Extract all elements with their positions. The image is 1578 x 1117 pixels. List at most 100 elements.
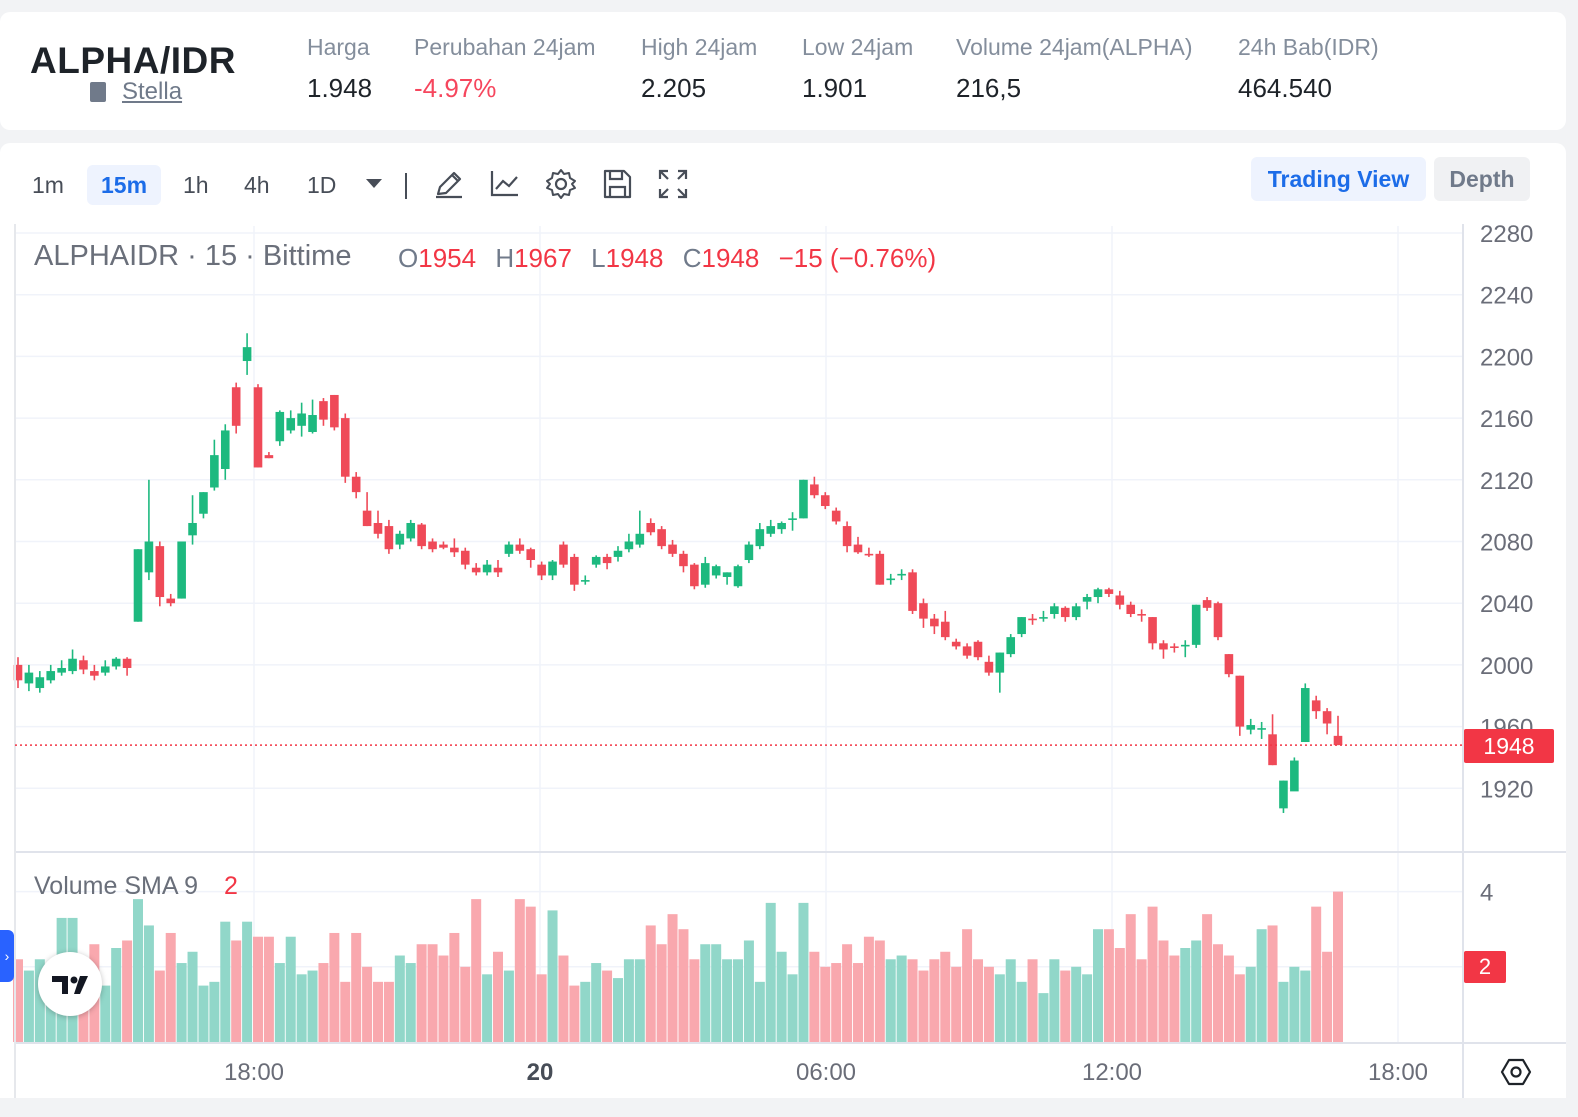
volume-legend-value: 2: [223, 872, 238, 900]
volume-bar: [787, 974, 798, 1042]
gear-icon[interactable]: [544, 167, 578, 201]
pencil-icon[interactable]: [432, 167, 466, 201]
info-link-label[interactable]: Stella: [122, 78, 183, 105]
candle-body: [286, 418, 296, 431]
volume-bar: [580, 981, 591, 1042]
candle-body: [1300, 688, 1310, 743]
volume-bar: [1016, 981, 1027, 1042]
candle-body: [330, 394, 339, 428]
save-icon[interactable]: [600, 167, 634, 201]
ohlc-open: 1954: [418, 243, 477, 273]
volume-bar: [253, 936, 263, 1042]
candle-body: [504, 544, 514, 554]
volume-bar: [362, 966, 373, 1042]
stat-label: High 24jam: [641, 34, 758, 60]
candle-body: [799, 479, 808, 519]
candle-body: [580, 580, 590, 582]
volume-bar: [122, 940, 133, 1042]
volume-bar: [165, 932, 176, 1042]
timeframe-4h[interactable]: 4h: [244, 172, 270, 198]
price-tick-label: 2160: [1480, 406, 1533, 433]
candle-body: [624, 541, 634, 550]
volume-bar: [274, 963, 285, 1042]
volume-bar: [842, 944, 853, 1042]
candle-body: [700, 563, 710, 585]
candle-body: [842, 526, 852, 547]
candle-body: [973, 641, 983, 658]
indicator-chart-icon[interactable]: [488, 167, 522, 201]
volume-bar: [722, 959, 733, 1042]
volume-bar: [613, 978, 623, 1042]
timeframe-1h[interactable]: 1h: [183, 172, 209, 198]
timeframe-1d[interactable]: 1D: [307, 172, 337, 198]
volume-bar: [1278, 981, 1289, 1042]
candle-body: [1268, 734, 1277, 766]
volume-bar: [754, 981, 765, 1042]
side-panel-toggle[interactable]: ›: [0, 930, 14, 982]
candle-body: [897, 573, 906, 576]
candle-body: [133, 549, 143, 622]
volume-bar: [798, 902, 809, 1042]
volume-bar: [874, 940, 885, 1042]
depth-button[interactable]: Depth: [1434, 157, 1530, 201]
volume-bar: [373, 981, 383, 1042]
candle-body: [1017, 617, 1026, 635]
candle-body: [428, 541, 437, 550]
candle-body: [515, 544, 525, 551]
candle-body: [100, 666, 110, 673]
volume-bar: [863, 936, 874, 1042]
volume-bar: [1125, 914, 1136, 1042]
candle-body: [711, 566, 721, 576]
price-tick-label: 2080: [1480, 530, 1533, 557]
candle-body: [210, 455, 219, 488]
timeframe-15m[interactable]: 15m: [87, 165, 162, 205]
chart-settings-icon[interactable]: [1500, 1056, 1532, 1088]
candle-body: [951, 641, 961, 647]
volume-bar: [634, 959, 645, 1042]
candle-body: [1202, 600, 1212, 608]
candle-body: [722, 572, 732, 577]
chevron-down-icon[interactable]: [366, 179, 382, 188]
candle-body: [1246, 725, 1256, 730]
candle-body: [199, 492, 208, 514]
volume-bar: [765, 902, 776, 1042]
candle-body: [1191, 604, 1201, 645]
volume-bar: [1322, 951, 1333, 1042]
volume-bar: [1038, 993, 1049, 1042]
last-price-tag: 1948: [1464, 729, 1554, 763]
pair-title: ALPHA/IDR: [30, 40, 236, 81]
ohlc-high: 1967: [514, 243, 572, 273]
volume-bar: [831, 963, 842, 1042]
volume-bar: [994, 974, 1005, 1042]
tradingview-logo[interactable]: [38, 952, 102, 1016]
volume-bar: [23, 970, 34, 1042]
candle-body: [1071, 606, 1081, 618]
volume-bar: [514, 899, 525, 1042]
tradingview-logo-icon: [52, 976, 88, 994]
fullscreen-icon[interactable]: [656, 167, 690, 201]
candle-body: [1322, 711, 1332, 724]
candle-body: [788, 518, 797, 520]
volume-bar: [711, 944, 722, 1042]
candle-body: [406, 522, 416, 539]
candle-body: [450, 547, 459, 553]
timeframe-1m[interactable]: 1m: [32, 172, 64, 198]
candle-body: [744, 544, 754, 561]
stat-low: Low 24jam 1.901: [802, 34, 913, 104]
candle-body: [1180, 644, 1190, 647]
trading-view-button[interactable]: Trading View: [1251, 157, 1426, 201]
volume-bar: [1180, 948, 1191, 1042]
volume-legend-label: Volume SMA 9: [34, 872, 198, 900]
stat-value: 1.901: [802, 73, 868, 103]
book-icon: [90, 82, 106, 102]
candle-body: [166, 598, 176, 604]
volume-bar: [558, 955, 569, 1042]
candle-body: [570, 556, 579, 585]
volume-bar: [493, 951, 503, 1042]
ohlc-low: 1948: [605, 243, 664, 273]
volume-bar: [809, 951, 820, 1042]
price-tick-label: 2000: [1480, 653, 1533, 680]
volume-bar: [351, 932, 362, 1042]
info-link[interactable]: Stella: [90, 78, 182, 106]
